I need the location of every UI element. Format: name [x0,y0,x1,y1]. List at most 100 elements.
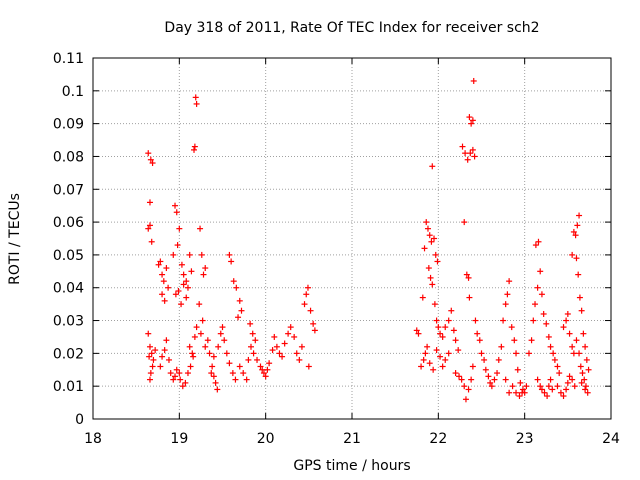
data-point [469,363,476,370]
data-point [455,347,462,354]
data-point [223,350,230,357]
data-point [311,327,318,334]
data-point [576,212,583,219]
data-point [152,347,159,354]
data-point [579,370,586,377]
data-point [145,150,152,157]
data-point [271,333,278,340]
data-point [573,255,580,262]
data-point [463,271,470,278]
data-point [146,199,153,206]
data-point [170,376,177,383]
data-point [189,350,196,357]
y-tick-label: 0.1 [62,84,84,100]
data-point [481,356,488,363]
data-point [437,330,444,337]
data-point [173,366,180,373]
data-point [279,353,286,360]
data-point [305,363,312,370]
data-point [175,288,182,295]
data-point [466,294,473,301]
data-point [219,324,226,331]
data-point [485,373,492,380]
data-point [172,373,179,380]
data-point [566,330,573,337]
data-point [247,320,254,327]
y-tick-label: 0.04 [53,281,84,297]
data-point [437,353,444,360]
data-point [560,393,567,400]
data-point [506,389,513,396]
data-point [582,343,589,350]
data-point [575,271,582,278]
data-point [161,297,168,304]
data-point [179,383,186,390]
data-point [247,343,254,350]
data-point [172,291,179,298]
data-point [445,317,452,324]
data-point [450,327,457,334]
data-point [491,376,498,383]
data-point [435,324,442,331]
data-point [537,268,544,275]
data-point [146,353,153,360]
data-point [547,376,554,383]
data-point [182,379,189,386]
data-point [159,353,166,360]
x-tick-label: 18 [84,431,102,447]
data-point [511,337,518,344]
data-point [190,353,197,360]
data-point [273,343,280,350]
data-point [502,301,509,308]
data-point [470,77,477,84]
data-point [206,350,213,357]
data-point [500,317,507,324]
data-point [174,242,181,249]
data-point [221,337,228,344]
x-axis-label: GPS time / hours [293,458,410,474]
data-point [538,291,545,298]
data-point [296,356,303,363]
data-point [197,225,204,232]
data-point [445,350,452,357]
data-point [146,222,153,229]
data-point [202,265,209,272]
y-tick-label: 0.07 [53,182,84,198]
y-axis-ticks: 0 0.01 0.02 0.03 0.04 0.05 0.06 0.07 0.08 0.09 0.1… [53,51,611,428]
data-point [459,143,466,150]
data-point [530,317,537,324]
data-point [426,232,433,239]
y-tick-label: 0.11 [53,51,84,67]
data-point [498,343,505,350]
data-point [163,337,170,344]
data-point [426,360,433,367]
data-point [160,278,167,285]
data-point [581,376,588,383]
data-point [165,284,172,291]
data-point [506,278,513,285]
data-point [200,271,207,278]
data-point [564,310,571,317]
data-point [554,363,561,370]
data-point [149,160,156,167]
y-tick-label: 0.02 [53,346,84,362]
data-point [508,324,515,331]
data-point [254,356,261,363]
data-point [148,350,155,357]
y-tick-label: 0.03 [53,314,84,330]
data-point [202,343,209,350]
data-point [260,370,267,377]
data-point [257,363,264,370]
data-point [487,379,494,386]
chart-title: Day 318 of 2011, Rate Of TEC Index for r… [164,20,539,36]
data-point [425,265,432,272]
data-point [429,281,436,288]
data-point [571,383,578,390]
data-point [576,350,583,357]
data-point [448,307,455,314]
data-point [442,324,449,331]
data-point [514,366,521,373]
data-point [191,146,198,153]
data-point [228,258,235,265]
